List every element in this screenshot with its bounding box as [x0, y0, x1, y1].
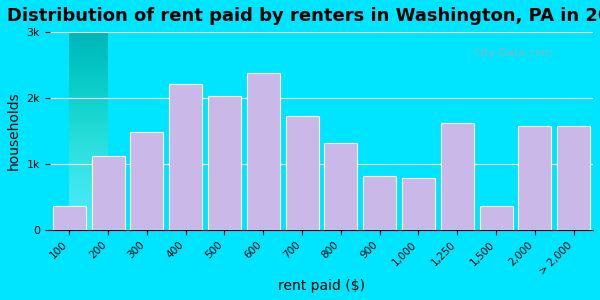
Bar — [441, 123, 474, 230]
X-axis label: rent paid ($): rent paid ($) — [278, 279, 365, 293]
Bar — [208, 96, 241, 230]
Title: Distribution of rent paid by renters in Washington, PA in 2021: Distribution of rent paid by renters in … — [7, 7, 600, 25]
Bar — [169, 84, 202, 230]
Bar — [130, 132, 163, 230]
Y-axis label: households: households — [7, 92, 21, 170]
Bar — [247, 73, 280, 230]
Bar — [557, 126, 590, 230]
Bar — [53, 206, 86, 230]
Bar — [325, 143, 358, 230]
Bar — [363, 176, 396, 230]
Bar — [402, 178, 435, 230]
Bar — [518, 126, 551, 230]
Bar — [479, 206, 512, 230]
Bar — [286, 116, 319, 230]
Bar — [92, 156, 125, 230]
Text: City-Data.com: City-Data.com — [473, 48, 553, 58]
